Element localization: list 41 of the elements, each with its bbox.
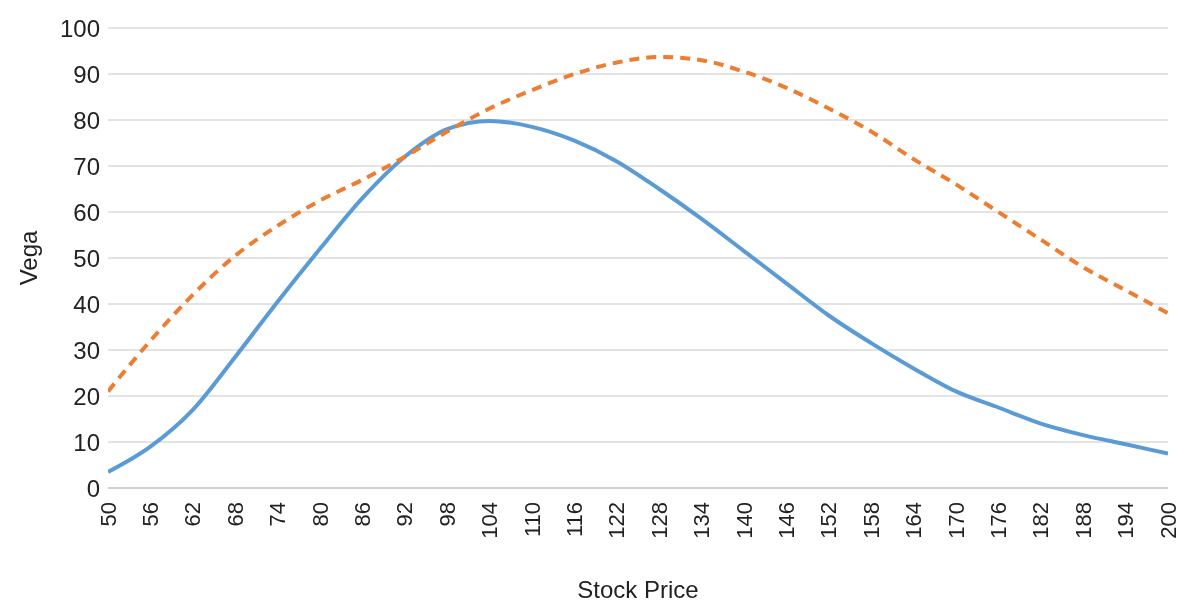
x-tick-label: 86 [349,502,375,527]
x-tick-label: 134 [689,502,715,539]
y-tick-label: 90 [73,60,100,88]
y-tick-label: 70 [73,152,100,180]
x-tick-label: 158 [858,502,884,539]
x-tick-label: 176 [985,502,1011,539]
x-tick-label: 188 [1070,502,1096,539]
y-tick-label: 20 [73,382,100,410]
y-tick-label: 100 [59,14,100,42]
x-tick-label: 110 [519,502,545,538]
y-tick-label: 60 [73,198,100,226]
y-tick-label: 80 [73,106,100,134]
x-tick-label: 128 [646,502,672,539]
x-tick-label: 62 [180,502,206,527]
y-tick-label: 50 [73,244,100,272]
line-series [108,118,1168,474]
x-tick-label: 56 [137,502,163,527]
x-tick-label: 116 [561,502,587,538]
x-tick-label: 140 [731,502,757,539]
x-tick-label: 164 [901,502,927,539]
x-tick-label: 74 [265,502,291,527]
x-tick-label: 194 [1113,502,1139,539]
x-axis-title: Stock Price [577,576,699,603]
line-series [108,54,1168,394]
x-tick-label: 92 [392,502,418,527]
x-tick-label: 146 [773,502,799,539]
y-tick-label: 40 [73,290,100,318]
x-tick-label: 80 [307,502,333,527]
x-tick-label: 68 [222,502,248,527]
x-tick-label: 104 [477,502,503,539]
x-tick-label: 200 [1155,502,1181,539]
x-tick-label: 182 [1028,502,1054,539]
x-tick-label: 122 [604,502,630,539]
x-tick-label: 50 [95,502,121,527]
y-axis-title: Vega [14,229,42,286]
y-tick-label: 10 [73,428,100,456]
y-tick-label: 0 [86,474,100,502]
y-tick-label: 30 [73,336,100,364]
x-tick-label: 170 [943,502,969,539]
x-tick-label: 98 [434,502,460,527]
x-tick-label: 152 [816,502,842,539]
